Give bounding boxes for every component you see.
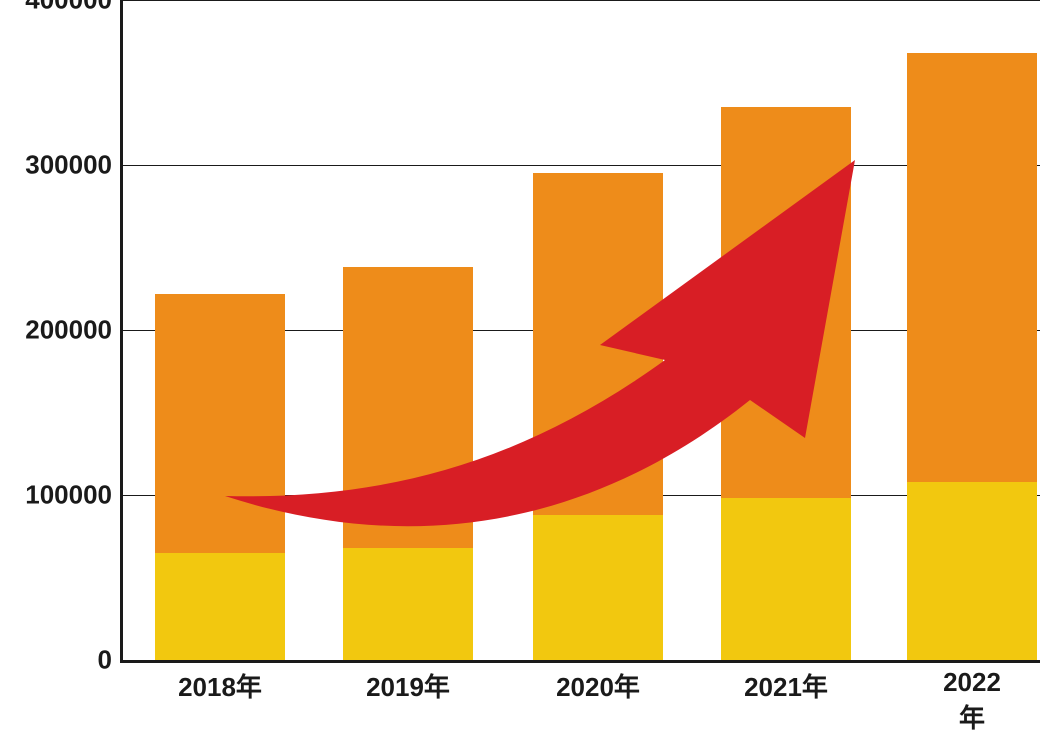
y-tick-label: 200000 <box>25 315 112 346</box>
chart-container: 0 100000 200000 300000 400000 201 <box>0 0 1040 700</box>
plot-area <box>120 0 1040 660</box>
x-tick-label: 2019年 <box>366 667 450 704</box>
y-tick-label: 400000 <box>25 0 112 16</box>
x-tick-label: 2022年 <box>938 667 1006 735</box>
bar-segment-top <box>721 107 851 498</box>
y-tick-label: 0 <box>98 645 112 676</box>
bar-segment-bottom <box>533 515 663 660</box>
y-tick-label: 100000 <box>25 480 112 511</box>
bar-segment-top <box>907 53 1037 482</box>
bar-segment-top <box>343 267 473 548</box>
x-axis <box>120 660 1040 663</box>
bar-segment-bottom <box>907 482 1037 660</box>
bar-segment-bottom <box>721 498 851 660</box>
bar-segment-top <box>155 294 285 553</box>
bar-group <box>907 53 1037 660</box>
x-tick-label: 2018年 <box>178 667 262 704</box>
x-tick-label: 2021年 <box>744 667 828 704</box>
bar-segment-bottom <box>343 548 473 660</box>
bar-group <box>721 107 851 660</box>
bar-group <box>343 267 473 660</box>
x-tick-label: 2020年 <box>556 667 640 704</box>
y-tick-label: 300000 <box>25 150 112 181</box>
bar-group <box>155 294 285 660</box>
bar-segment-bottom <box>155 553 285 660</box>
bar-segment-top <box>533 173 663 515</box>
bar-group <box>533 173 663 660</box>
